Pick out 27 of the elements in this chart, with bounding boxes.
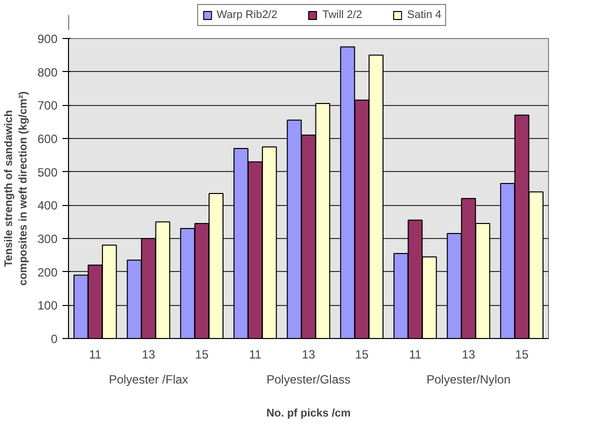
y-tick-label: 100 [37,298,58,313]
y-tick-label: 300 [37,232,58,246]
x-tick-label: 13 [142,348,156,362]
x-tick-label: 11 [408,348,422,362]
text: Polyester/Glass [266,372,351,386]
y-tick-label: 200 [37,265,58,280]
x-axis-title: No. pf picks /cm [266,408,351,420]
x-tick-label: 11 [88,348,102,362]
x-tick-label: 15 [515,348,529,362]
legend-label: Satin 4 [407,9,442,21]
y-tick-label: 700 [37,98,58,113]
y-tick-label: 500 [37,165,58,180]
legend-label: Twill 2/2 [322,9,362,21]
x-tick-label: 13 [302,348,316,362]
y-axis-title: Tensile strength of sandawich composites in weft direction (kg/cm²) [3,90,30,286]
y-tick-label: 900 [37,32,58,46]
y-tick-label: 600 [37,132,58,146]
x-tick-label: 15 [355,348,369,362]
legend-label: Warp Rib2/2 [216,9,278,21]
y-tick-label: 800 [37,65,58,80]
x-tick-label: 13 [462,348,476,362]
y-tick-label: 400 [37,198,58,213]
text: Polyester /Flax [108,372,188,386]
x-tick-label: 11 [248,348,262,362]
y-tick-label: 0 [50,332,58,346]
x-tick-label: 15 [195,348,209,362]
text: Polyester/Nylon [426,372,511,386]
